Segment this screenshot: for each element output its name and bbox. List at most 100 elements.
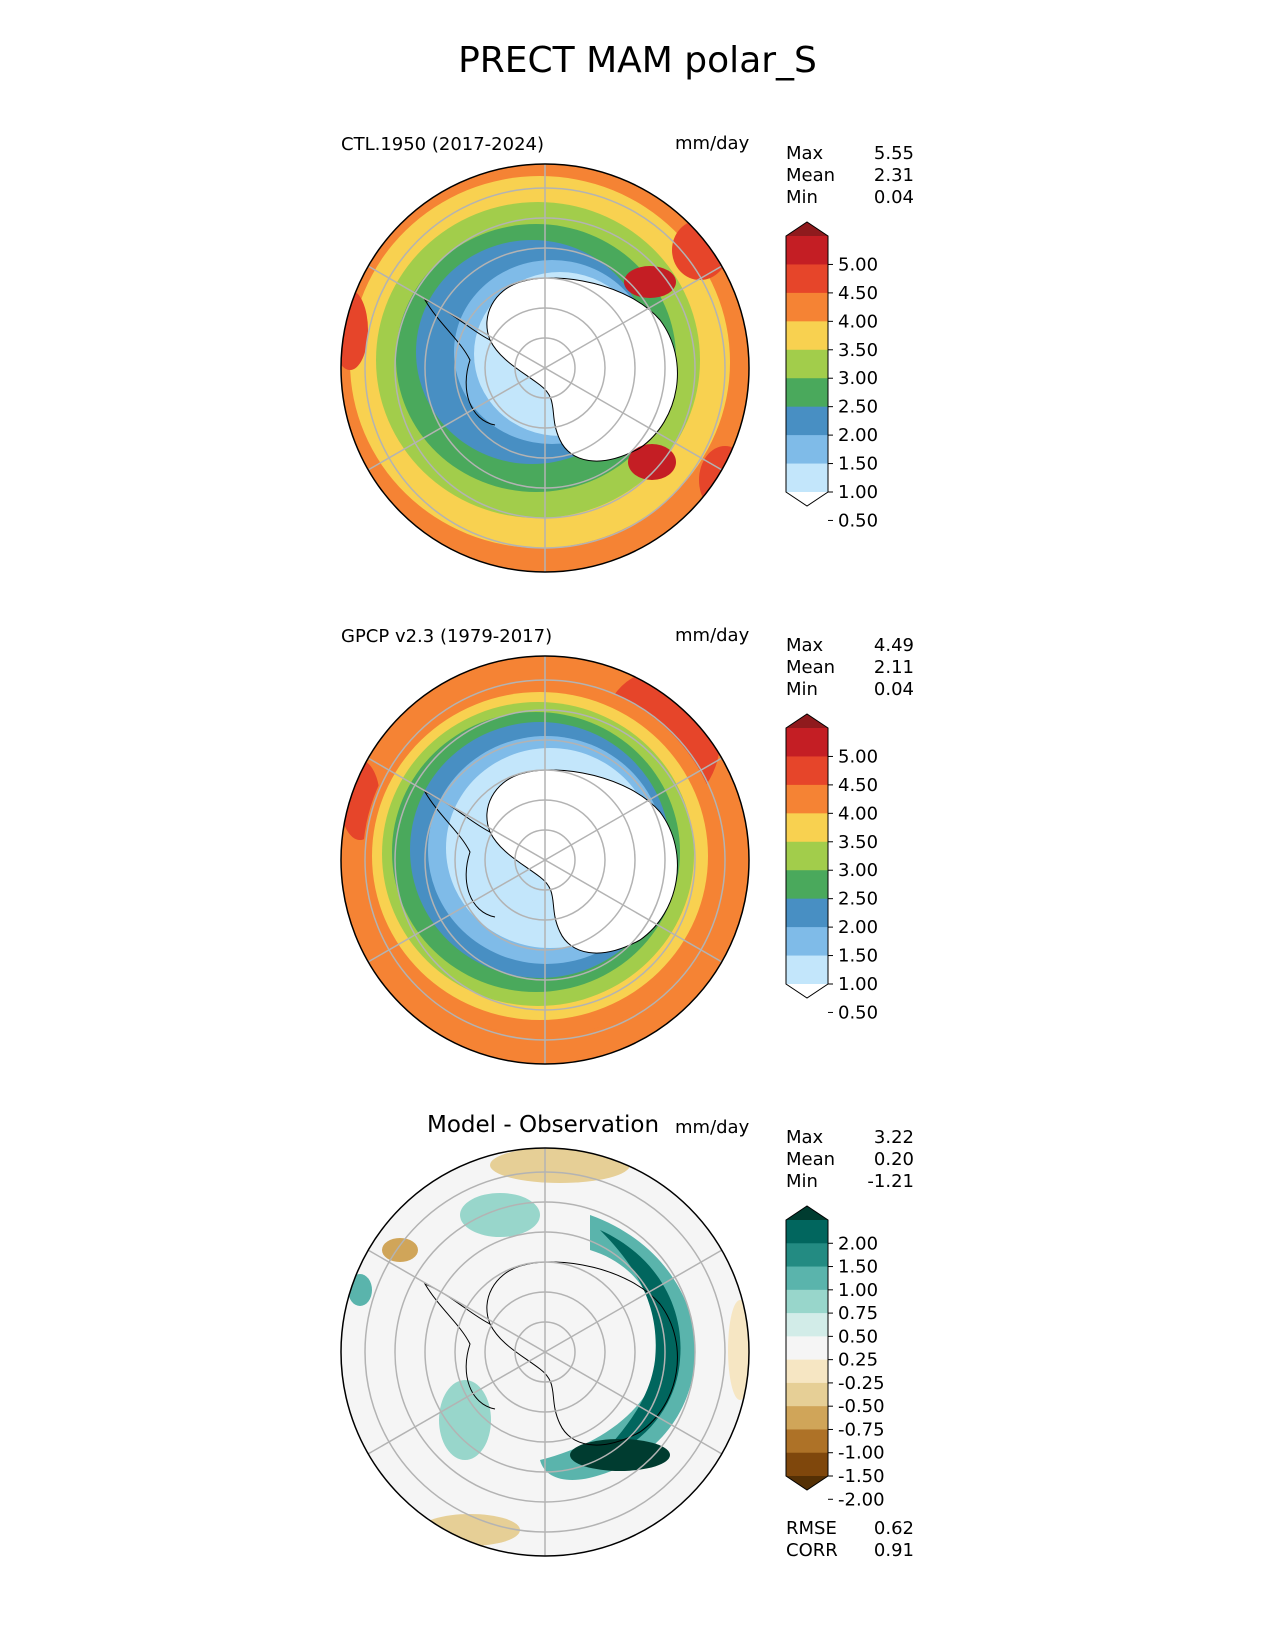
panel1-gridlines	[364, 164, 726, 572]
colorbar-tick-label: 2.50	[838, 397, 878, 418]
colorbar-swatch	[786, 378, 828, 408]
stat-label: Max	[786, 143, 824, 164]
panel2-stats: Max 4.49 Mean 2.11 Min 0.04	[786, 635, 914, 701]
colorbar-tick-label: 1.50	[838, 454, 878, 475]
stat-value: 0.04	[873, 679, 914, 700]
panel2-colorbar: 5.00 4.50 4.00 3.50 3.00 2.50 2.00 1.50 1.00 0.50	[785, 713, 878, 1023]
panel1-map	[341, 164, 749, 572]
colorbar-tick-label: 1.00	[838, 482, 878, 503]
colorbar-swatch	[786, 813, 828, 843]
colorbar-tick-label: 4.50	[838, 283, 878, 304]
panel3-units: mm/day	[675, 1117, 750, 1138]
panel3-colorbar: 2.00 1.501.000.750.50 0.25-0.25-0.50-0.75 -…	[785, 1205, 885, 1510]
panel2-map	[341, 656, 749, 1064]
colorbar-swatch	[786, 955, 828, 985]
colorbar-swatch	[786, 1452, 828, 1477]
negative-anomaly	[728, 1300, 749, 1400]
colorbar-swatch	[786, 406, 828, 436]
stat-value: 3.22	[873, 1127, 914, 1148]
figure-title: PRECT MAM polar_S	[458, 40, 817, 81]
colorbar-swatch	[786, 1289, 828, 1314]
colorbar-tick-label: 1.50	[838, 946, 878, 967]
stat-label: Max	[786, 1127, 824, 1148]
stat-label: CORR	[786, 1540, 838, 1561]
stat-label: Min	[786, 1171, 818, 1192]
colorbar-swatch	[786, 349, 828, 379]
colorbar-tick-label: 5.00	[838, 746, 878, 767]
antarctica-dry	[486, 769, 678, 954]
storm-track	[699, 446, 749, 514]
colorbar-swatch	[786, 1359, 828, 1384]
positive-anomaly	[348, 1274, 372, 1306]
colorbar-tick-label: 3.00	[838, 368, 878, 389]
colorbar-swatch	[786, 756, 828, 786]
colorbar-tick-label: 1.00	[838, 974, 878, 995]
colorbar-extend-max	[786, 714, 828, 728]
colorbar-swatch	[786, 927, 828, 957]
panel1-colorbar: 5.00 4.50 4.00 3.50 3.00 2.50 2.00 1.50 1.00 0.50	[785, 221, 878, 531]
colorbar-tick-label: 0.50	[838, 1002, 878, 1023]
panel1-title: CTL.1950 (2017-2024)	[341, 134, 545, 155]
stat-label: Min	[786, 679, 818, 700]
colorbar-swatch	[786, 1220, 828, 1244]
stat-label: RMSE	[786, 1518, 837, 1539]
colorbar-swatch	[786, 898, 828, 928]
antarctica-dry	[486, 277, 678, 462]
stat-value: 2.11	[873, 657, 914, 678]
stat-label: Max	[786, 635, 824, 656]
colorbar-tick-label: 3.50	[838, 340, 878, 361]
colorbar-tick-label: 3.50	[838, 832, 878, 853]
colorbar-tick-label: 0.50	[838, 510, 878, 531]
colorbar-swatch	[786, 1266, 828, 1291]
colorbar-extend-max	[786, 222, 828, 236]
stat-value: 0.62	[873, 1518, 914, 1539]
colorbar-extend-min	[786, 984, 828, 998]
colorbar-swatch	[786, 1336, 828, 1361]
stat-label: Mean	[786, 657, 836, 678]
colorbar-tick-label: 2.00	[838, 1233, 878, 1254]
colorbar-swatch	[786, 784, 828, 814]
panel3-error-stats: RMSE 0.62 CORR 0.91	[786, 1518, 914, 1562]
colorbar-extend-min	[786, 492, 828, 506]
colorbar-tick-label: 3.00	[838, 860, 878, 881]
colorbar-tick-label: -0.25	[838, 1373, 885, 1394]
colorbar-swatch	[786, 292, 828, 322]
panel3-title: Model - Observation	[427, 1112, 660, 1138]
negative-anomaly	[490, 1148, 630, 1183]
colorbar-swatch	[786, 463, 828, 493]
colorbar-tick-label: 1.00	[838, 1280, 878, 1301]
stat-value: -1.21	[867, 1171, 914, 1192]
colorbar-tick-label: -0.50	[838, 1396, 885, 1417]
colorbar-swatch	[786, 870, 828, 900]
stat-value: 0.20	[873, 1149, 914, 1170]
panel2-map-border	[340, 655, 750, 1065]
stat-label: Min	[786, 187, 818, 208]
stat-label: Mean	[786, 1149, 836, 1170]
panel1-map-border	[340, 163, 750, 573]
colorbar-swatch	[786, 1243, 828, 1268]
positive-anomaly	[460, 1193, 540, 1237]
stat-value: 2.31	[873, 165, 914, 186]
stat-value: 5.55	[873, 143, 914, 164]
storm-track-max	[628, 444, 676, 480]
colorbar-tick-label: 0.50	[838, 1326, 878, 1347]
panel2-units: mm/day	[675, 625, 750, 646]
colorbar-tick-label: 2.00	[838, 917, 878, 938]
colorbar-swatch	[786, 435, 828, 465]
colorbar-swatch	[786, 1429, 828, 1454]
colorbar-tick-label: 4.00	[838, 311, 878, 332]
colorbar-tick-label: 2.50	[838, 889, 878, 910]
colorbar-swatch	[786, 841, 828, 871]
stat-label: Mean	[786, 165, 836, 186]
positive-anomaly-max	[595, 1230, 681, 1462]
colorbar-tick-label: 4.00	[838, 803, 878, 824]
colorbar-tick-label: 1.50	[838, 1257, 878, 1278]
colorbar-tick-label: 5.00	[838, 254, 878, 275]
panel1-units: mm/day	[675, 133, 750, 154]
colorbar-swatch	[786, 236, 828, 265]
stat-value: 0.91	[873, 1540, 914, 1561]
colorbar-extend-min	[786, 1476, 828, 1490]
colorbar-tick-label: -1.50	[838, 1466, 885, 1487]
colorbar-swatch	[786, 321, 828, 351]
